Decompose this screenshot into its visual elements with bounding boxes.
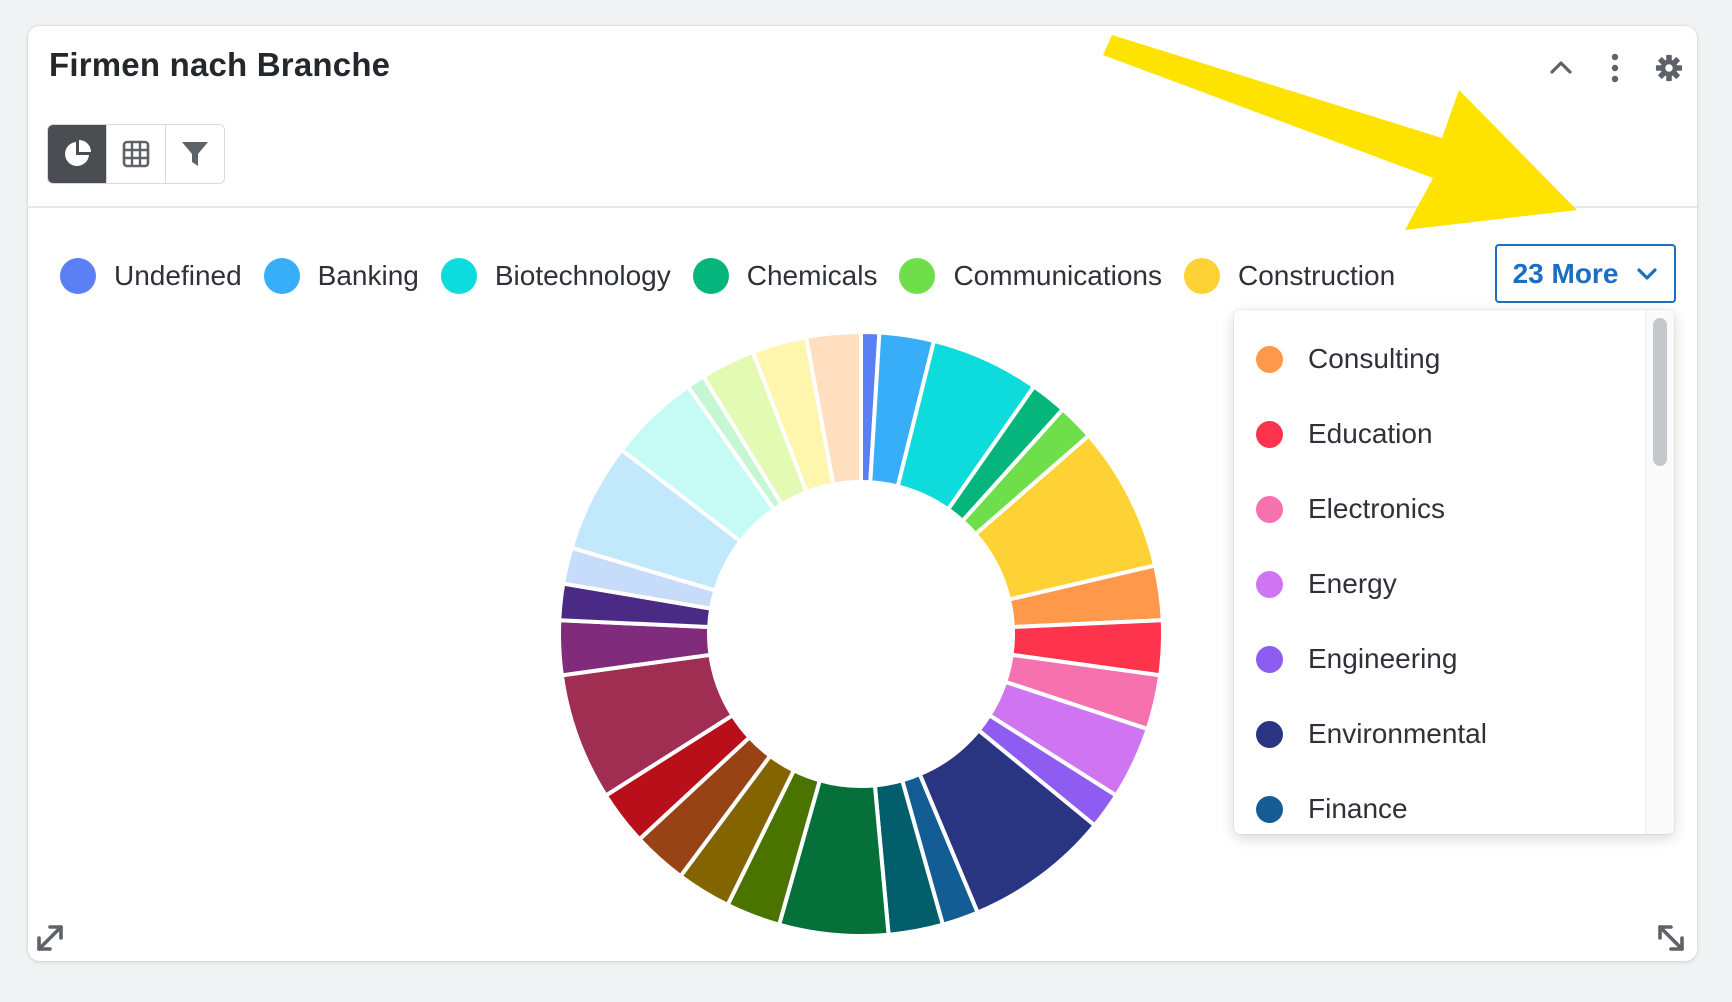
view-mode-toggle xyxy=(47,124,225,184)
legend-dot xyxy=(1256,645,1283,673)
legend-label: Construction xyxy=(1237,260,1396,291)
dropdown-item-electronics[interactable]: Electronics xyxy=(1256,493,1445,525)
legend-dot xyxy=(1256,720,1283,748)
kebab-menu-icon xyxy=(1611,53,1619,83)
expand-left-button[interactable] xyxy=(32,920,68,956)
donut-chart xyxy=(557,329,1165,938)
more-options-button[interactable] xyxy=(1601,50,1629,86)
legend-overflow-dropdown: Consulting Education Electronics Energy … xyxy=(1234,310,1674,834)
settings-button[interactable] xyxy=(1655,50,1683,86)
legend-item-banking[interactable]: Banking xyxy=(263,258,419,294)
legend-label: Biotechnology xyxy=(494,260,671,291)
more-legend-label: 23 More xyxy=(1512,257,1619,289)
dropdown-item-environmental[interactable]: Environmental xyxy=(1256,718,1487,750)
legend-dot xyxy=(1256,420,1283,448)
dropdown-item-label: Environmental xyxy=(1308,718,1487,749)
resize-corner-button[interactable] xyxy=(1653,920,1689,956)
legend-label: Undefined xyxy=(114,260,242,291)
resize-diagonal-icon xyxy=(37,925,63,951)
legend-item-biotechnology[interactable]: Biotechnology xyxy=(440,258,671,294)
more-legend-button[interactable]: 23 More xyxy=(1495,244,1676,303)
dropdown-item-label: Engineering xyxy=(1308,643,1458,674)
pie-chart-view-button[interactable] xyxy=(48,125,107,183)
legend-dot xyxy=(60,258,96,294)
dropdown-scroll-thumb[interactable] xyxy=(1653,318,1667,466)
dropdown-item-label: Electronics xyxy=(1308,493,1445,524)
legend-label: Chemicals xyxy=(746,260,878,291)
dropdown-item-label: Energy xyxy=(1308,568,1397,599)
header-actions xyxy=(1547,50,1683,86)
dropdown-item-engineering[interactable]: Engineering xyxy=(1256,643,1457,675)
legend-label: Communications xyxy=(953,260,1162,291)
filter-view-button[interactable] xyxy=(166,125,224,183)
legend-dot xyxy=(1256,495,1283,523)
gear-icon xyxy=(1655,54,1683,82)
chart-legend: Undefined Banking Biotechnology Chemical… xyxy=(60,258,1417,294)
widget-title: Firmen nach Branche xyxy=(49,46,391,83)
legend-dot xyxy=(440,258,477,294)
filter-icon xyxy=(182,142,208,166)
legend-item-communications[interactable]: Communications xyxy=(899,258,1162,294)
pie-chart-icon xyxy=(65,140,91,166)
chevron-down-icon xyxy=(1637,267,1658,280)
legend-dot xyxy=(1183,258,1220,294)
resize-corner-icon xyxy=(1658,925,1684,951)
legend-dot xyxy=(1256,570,1283,598)
legend-dot xyxy=(1256,795,1283,823)
table-grid-icon xyxy=(122,140,150,168)
table-view-button[interactable] xyxy=(107,125,166,183)
legend-dot xyxy=(692,258,729,294)
legend-label: Banking xyxy=(317,260,419,291)
legend-item-chemicals[interactable]: Chemicals xyxy=(692,258,878,294)
dropdown-item-consulting[interactable]: Consulting xyxy=(1256,343,1440,375)
donut-slice-28[interactable] xyxy=(803,329,863,487)
legend-dot xyxy=(899,258,936,294)
dropdown-item-energy[interactable]: Energy xyxy=(1256,568,1397,600)
dropdown-item-label: Consulting xyxy=(1308,343,1441,374)
widget-card: Firmen nach Branche xyxy=(28,26,1697,961)
dropdown-item-education[interactable]: Education xyxy=(1256,418,1433,450)
dropdown-scrollbar[interactable] xyxy=(1645,310,1674,834)
dropdown-item-label: Education xyxy=(1308,418,1433,449)
legend-dot xyxy=(263,258,300,294)
dropdown-item-finance[interactable]: Finance xyxy=(1256,793,1408,825)
header-divider xyxy=(28,206,1697,208)
legend-dot xyxy=(1256,345,1283,373)
legend-item-undefined[interactable]: Undefined xyxy=(60,258,242,294)
dropdown-item-label: Finance xyxy=(1308,793,1408,824)
legend-item-construction[interactable]: Construction xyxy=(1183,258,1396,294)
